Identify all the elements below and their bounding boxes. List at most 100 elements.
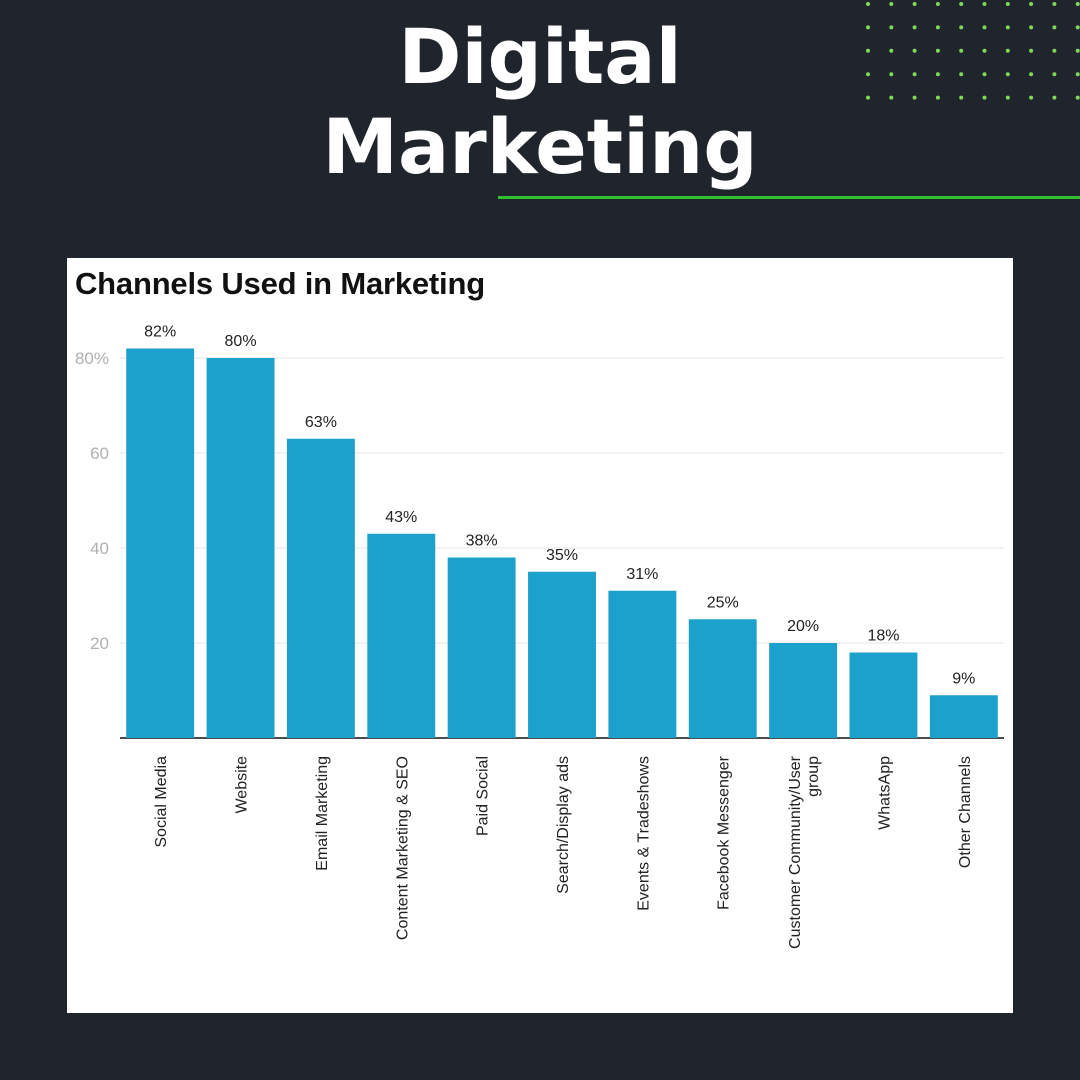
data-label: 82% xyxy=(144,324,176,341)
decorative-dot xyxy=(912,2,917,6)
x-category-label: Email Marketing xyxy=(314,756,331,871)
decorative-dot xyxy=(1005,72,1010,77)
decorative-dot xyxy=(1075,95,1080,100)
decorative-dot xyxy=(889,72,894,77)
decorative-dot xyxy=(1005,95,1010,100)
y-tick-label: 20 xyxy=(90,634,109,653)
x-category-label: Paid Social xyxy=(475,756,492,836)
x-category-label-line: Paid Social xyxy=(475,756,492,836)
data-label: 9% xyxy=(952,670,975,687)
x-category-label-text: Events & Tradeshows xyxy=(635,756,652,911)
bar xyxy=(849,652,918,738)
x-category-label-text: WhatsApp xyxy=(876,756,893,830)
decorative-dot xyxy=(889,25,894,30)
decorative-dot xyxy=(1029,25,1034,30)
decorative-dot xyxy=(912,48,917,53)
x-category-label-text: Content Marketing & SEO xyxy=(394,756,411,940)
x-category-label-text: Other Channels xyxy=(957,756,974,868)
decorative-dot xyxy=(1029,95,1034,100)
decorative-dot xyxy=(1005,48,1010,53)
decorative-dot xyxy=(1052,25,1057,30)
x-category-label-text: Social Media xyxy=(153,756,170,848)
decorative-dot xyxy=(1005,2,1010,6)
data-label: 20% xyxy=(787,618,819,635)
decorative-dot xyxy=(959,25,964,30)
x-category-label: Other Channels xyxy=(957,756,974,868)
bar xyxy=(286,438,355,738)
decorative-dot xyxy=(1029,72,1034,77)
x-category-label-line: group xyxy=(805,756,822,797)
y-tick-label: 40 xyxy=(90,539,109,558)
decorative-dot xyxy=(982,48,987,53)
decorative-dot xyxy=(1005,25,1010,30)
decorative-dot xyxy=(959,95,964,100)
decorative-dot xyxy=(935,25,940,30)
decorative-dot xyxy=(959,48,964,53)
bar xyxy=(206,358,275,738)
decorative-dot xyxy=(1075,72,1080,77)
decorative-dot xyxy=(889,48,894,53)
x-category-label-text: Email Marketing xyxy=(314,756,331,871)
data-label: 25% xyxy=(707,594,739,611)
decorative-dot xyxy=(866,72,870,77)
decorative-dot xyxy=(1075,48,1080,53)
data-label: 35% xyxy=(546,547,578,564)
bar xyxy=(608,590,677,738)
x-category-label-text: Customer Community/Usergroup xyxy=(787,755,822,949)
decorative-dot xyxy=(1052,72,1057,77)
decorative-dot xyxy=(1052,48,1057,53)
decorative-dot xyxy=(912,72,917,77)
decorative-dot xyxy=(1075,25,1080,30)
x-category-label: Search/Display ads xyxy=(555,756,572,894)
bar xyxy=(688,619,757,738)
x-category-label-text: Facebook Messenger xyxy=(716,755,733,910)
decorative-dot xyxy=(1029,48,1034,53)
data-label: 63% xyxy=(305,414,337,431)
data-label: 80% xyxy=(225,333,257,350)
decorative-dot xyxy=(959,72,964,77)
decorative-dot xyxy=(912,95,917,100)
decorative-dot xyxy=(982,25,987,30)
y-tick-label: 60 xyxy=(90,444,109,463)
decorative-dot xyxy=(959,2,964,6)
decorative-dot xyxy=(935,2,940,6)
bar-chart: 20 40 60 80% 82% Social Media 80% Website 63% Ema… xyxy=(75,324,1004,949)
bar xyxy=(126,348,195,738)
x-category-label: Content Marketing & SEO xyxy=(394,756,411,940)
x-category-label-line: Website xyxy=(234,756,251,814)
y-tick-label: 80% xyxy=(75,349,109,368)
decorative-dot xyxy=(982,2,987,6)
x-category-label-line: Social Media xyxy=(153,756,170,848)
data-label: 38% xyxy=(466,533,498,550)
chart-card: 20 40 60 80% 82% Social Media 80% Website 63% Ema… xyxy=(67,258,1013,1013)
bar xyxy=(528,571,596,738)
x-category-label-line: Other Channels xyxy=(957,756,974,868)
page-headline: Digital Marketing xyxy=(0,12,1080,192)
bar xyxy=(929,695,998,738)
decorative-dot xyxy=(866,25,870,30)
x-category-label-line: Facebook Messenger xyxy=(716,755,733,910)
x-category-label: Customer Community/Usergroup xyxy=(787,755,822,949)
x-category-label-line: Customer Community/User xyxy=(787,755,804,949)
x-category-label: Social Media xyxy=(153,756,170,848)
bar xyxy=(367,533,436,738)
decorative-dot xyxy=(1052,2,1057,6)
chart-title: Channels Used in Marketing xyxy=(75,266,485,301)
x-category-label-text: Website xyxy=(234,756,251,814)
x-category-label: Events & Tradeshows xyxy=(635,756,652,911)
decorative-dot xyxy=(935,95,940,100)
data-label: 43% xyxy=(385,509,417,526)
x-category-label-line: Content Marketing & SEO xyxy=(394,756,411,940)
x-category-label-line: Search/Display ads xyxy=(555,756,572,894)
accent-divider-line xyxy=(498,196,1080,199)
x-category-label-line: Events & Tradeshows xyxy=(635,756,652,911)
decorative-dot xyxy=(1029,2,1034,6)
x-category-label: Facebook Messenger xyxy=(716,755,733,910)
headline-line-1: Digital xyxy=(398,12,682,101)
bar xyxy=(447,557,516,738)
x-category-label-text: Paid Social xyxy=(475,756,492,836)
decorative-dot xyxy=(889,95,894,100)
decorative-dot xyxy=(1052,95,1057,100)
x-category-label-line: WhatsApp xyxy=(876,756,893,830)
data-label: 18% xyxy=(867,628,899,645)
